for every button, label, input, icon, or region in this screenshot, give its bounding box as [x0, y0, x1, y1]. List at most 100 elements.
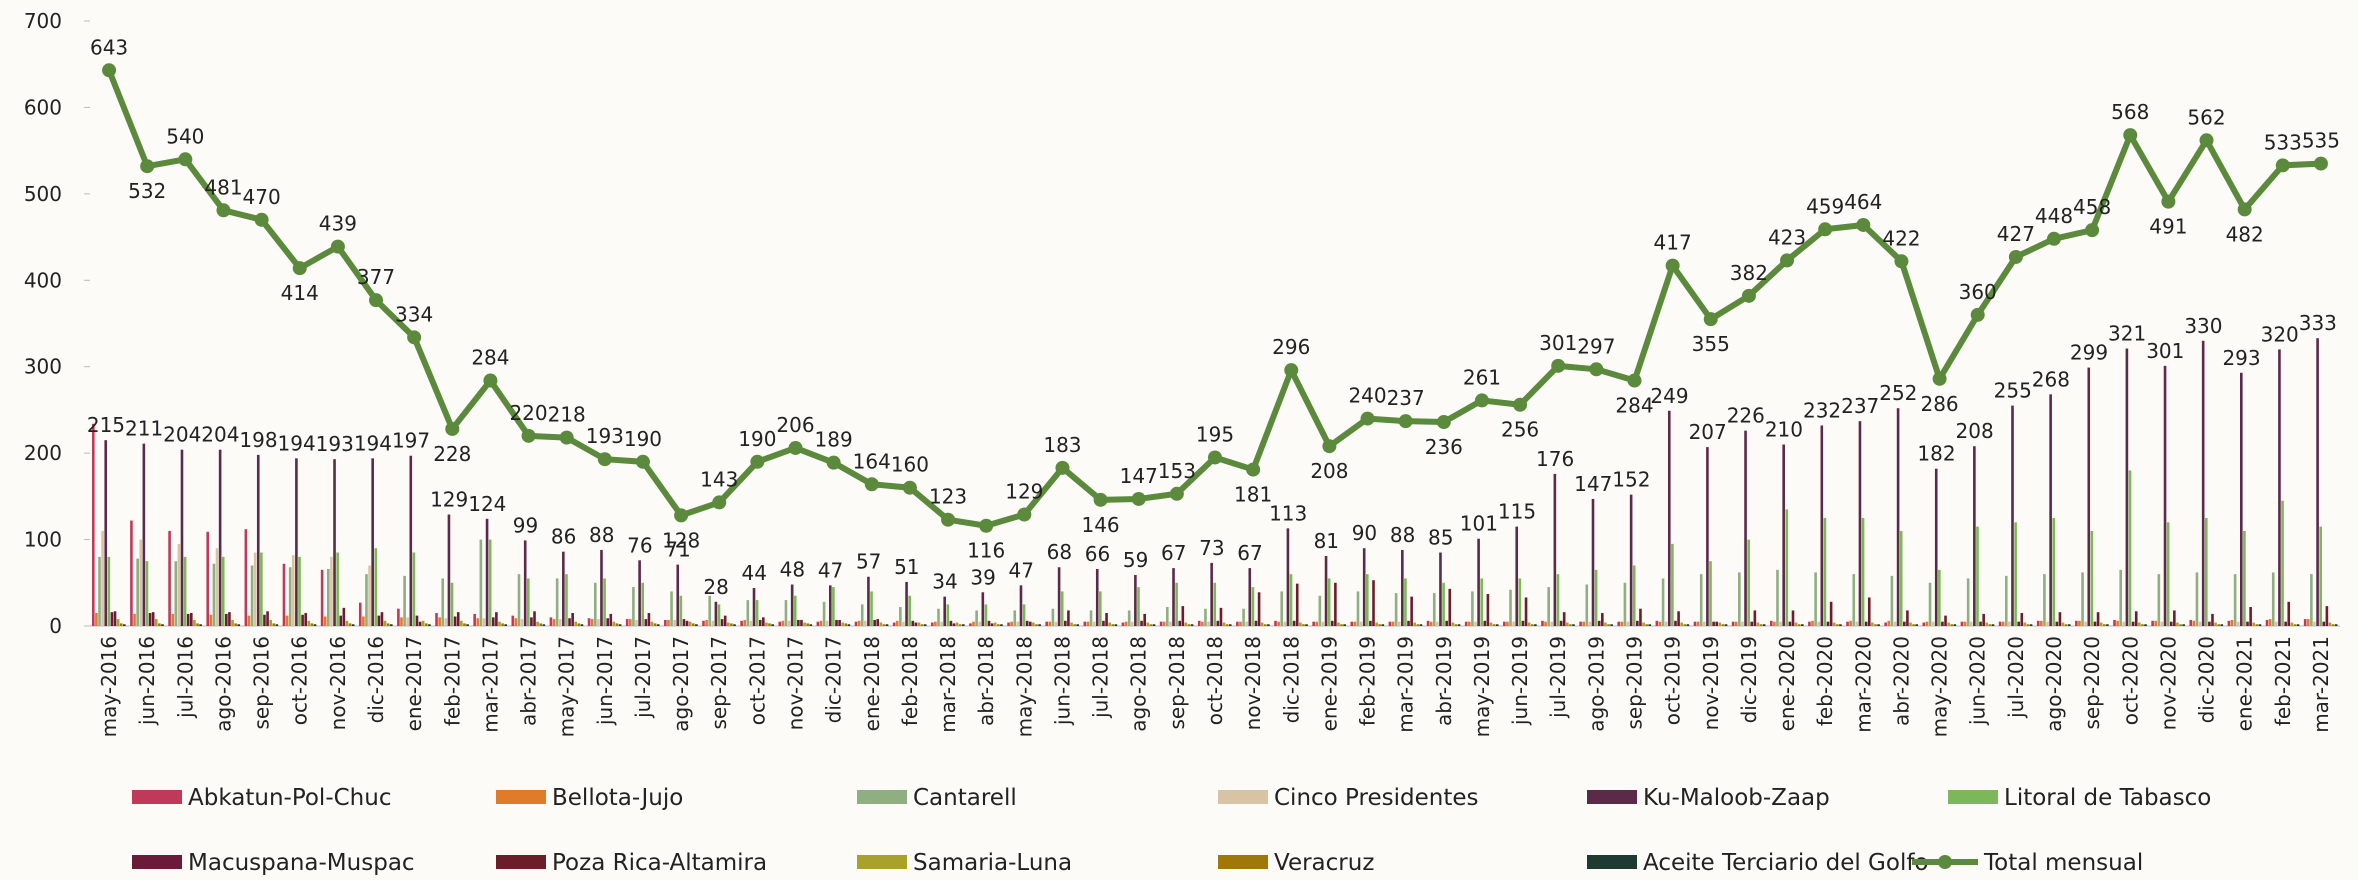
line-marker	[1627, 373, 1642, 388]
bar	[1718, 622, 1722, 626]
bar	[495, 612, 498, 626]
bar	[1474, 621, 1477, 626]
bar	[447, 514, 451, 626]
data-label: 268	[2032, 367, 2070, 391]
y-tick-label: 0	[49, 614, 62, 638]
bar	[1724, 624, 1728, 626]
data-label: 228	[433, 442, 471, 466]
bar	[1738, 572, 1741, 626]
bar	[1969, 621, 1973, 626]
bar	[670, 591, 673, 626]
data-label: 197	[392, 429, 430, 453]
bar	[1060, 591, 1064, 626]
data-label: 124	[468, 492, 506, 516]
data-label: 482	[2226, 222, 2264, 246]
bar	[460, 620, 463, 626]
bar	[2220, 624, 2224, 626]
bar	[691, 623, 695, 626]
bar	[1213, 582, 1217, 626]
bar	[549, 617, 553, 626]
line-marker	[1017, 507, 1032, 522]
x-tick-label: nov-2017	[784, 636, 808, 730]
bar	[1054, 621, 1058, 626]
bar	[1343, 624, 1346, 626]
bar	[1413, 622, 1417, 626]
bar	[1909, 622, 1912, 626]
bar	[1299, 622, 1302, 626]
bar	[1515, 526, 1519, 626]
bar	[765, 622, 768, 626]
bar	[1899, 530, 1903, 626]
bar	[2049, 394, 2052, 626]
bar	[189, 613, 193, 626]
data-label: 204	[163, 423, 201, 447]
bar	[1808, 621, 1811, 626]
line-marker	[2046, 231, 2061, 246]
legend-label: Poza Rica-Altamira	[552, 850, 767, 876]
bar	[984, 604, 988, 626]
bar	[2275, 621, 2278, 626]
bar	[1506, 621, 1509, 626]
bar	[1556, 574, 1560, 626]
bar	[1089, 610, 1093, 626]
bar	[2271, 572, 2275, 626]
bar	[1210, 562, 1213, 626]
x-tick-label: jun-2017	[593, 636, 617, 726]
bar	[2138, 622, 2141, 626]
x-tick-label: ago-2019	[1584, 636, 1608, 732]
data-label: 320	[2261, 322, 2299, 346]
bar	[1680, 622, 1683, 626]
line-marker	[178, 152, 193, 167]
data-label: 459	[1806, 194, 1844, 218]
bar	[870, 591, 873, 626]
bar	[1966, 578, 1970, 626]
x-tick-label: feb-2017	[440, 636, 464, 726]
data-label: 39	[970, 565, 995, 589]
bar	[1811, 620, 1814, 626]
bar	[1327, 578, 1331, 626]
x-tick-label: sep-2016	[250, 636, 274, 730]
bar	[2017, 621, 2021, 626]
bar	[107, 556, 111, 626]
bar	[603, 578, 606, 626]
line-marker	[140, 159, 155, 174]
bar	[101, 530, 104, 626]
x-tick-label: oct-2020	[2118, 636, 2142, 725]
bar	[1664, 621, 1668, 626]
bar	[2102, 624, 2106, 626]
bar	[2296, 624, 2300, 626]
bar	[2201, 340, 2205, 626]
bar	[1245, 621, 1248, 626]
bar	[664, 619, 667, 626]
bar	[717, 604, 721, 626]
bar	[568, 618, 571, 626]
bar	[473, 613, 476, 626]
bar	[1988, 624, 1992, 626]
bar	[1184, 622, 1188, 626]
bar	[1362, 548, 1366, 626]
bar	[154, 619, 158, 626]
bar	[1686, 624, 1690, 626]
bar	[752, 587, 756, 626]
bar	[806, 623, 809, 626]
legend-swatch	[857, 855, 907, 869]
bar	[2052, 517, 2056, 626]
data-label: 215	[87, 413, 125, 437]
bar	[1706, 447, 1709, 626]
bar	[1016, 621, 1020, 626]
bar	[1439, 552, 1442, 626]
bar	[1099, 591, 1102, 626]
bar	[1000, 624, 1003, 626]
bar	[330, 556, 333, 626]
bar	[558, 619, 562, 626]
bar	[2151, 620, 2154, 626]
bar	[565, 574, 568, 626]
data-label: 101	[1460, 512, 1498, 536]
bar	[803, 622, 806, 626]
bar	[1251, 587, 1255, 626]
line-marker	[826, 455, 841, 470]
x-tick-label: nov-2018	[1241, 636, 1265, 730]
bar	[2163, 365, 2167, 626]
x-tick-label: may-2019	[1470, 636, 1494, 737]
bar	[2281, 500, 2284, 626]
